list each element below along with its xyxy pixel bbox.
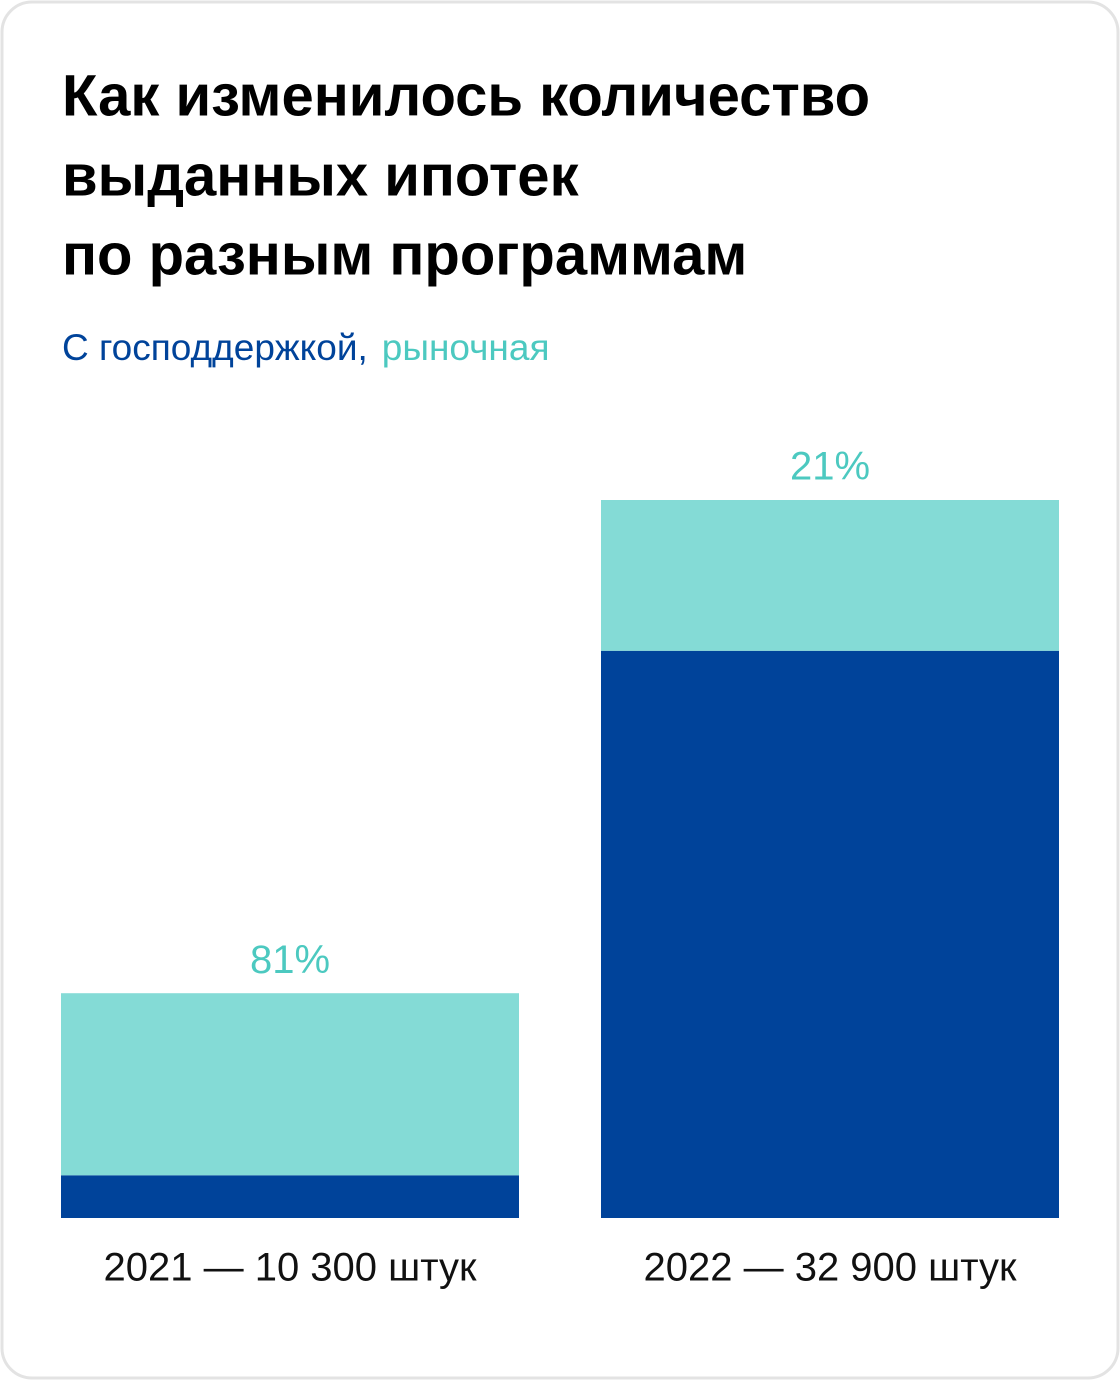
legend-entry: рыночная (382, 327, 550, 368)
bar-segment (601, 650, 1059, 1218)
chart-title: по разным программам (62, 222, 747, 287)
chart-title: Как изменилось количество (62, 63, 870, 128)
bar-segment (61, 993, 519, 1176)
x-tick-label: 2022 — 32 900 штук (643, 1246, 1017, 1290)
bar-segment (601, 500, 1059, 651)
legend: С господдержкой, рыночная (62, 327, 549, 368)
data-label: 81% (250, 938, 330, 982)
chart-title: выданных ипотек (62, 143, 580, 208)
x-tick-label: 2021 — 10 300 штук (103, 1246, 477, 1290)
bar-segment (61, 1175, 519, 1218)
legend-entry: С господдержкой, (62, 327, 368, 368)
data-label: 21% (790, 445, 870, 489)
